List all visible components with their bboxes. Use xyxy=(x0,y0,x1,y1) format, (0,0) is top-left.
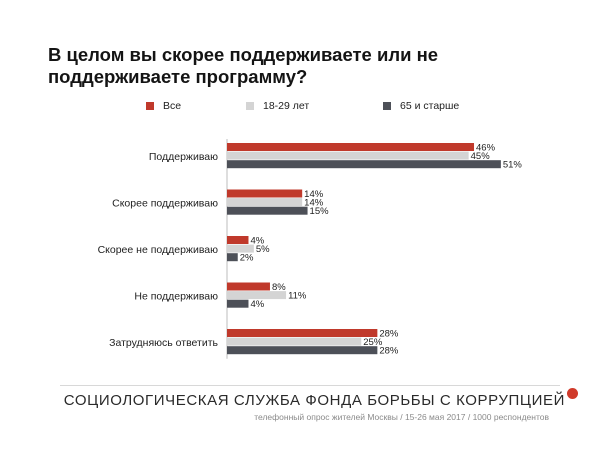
legend-swatch-65-plus xyxy=(383,102,391,110)
data-label: 5% xyxy=(256,244,270,255)
footer-divider xyxy=(60,385,560,386)
category-label: Скорее поддерживаю xyxy=(112,197,218,209)
bar-затрудняюсь-ответить-1 xyxy=(227,337,362,346)
bar-не-поддерживаю-0 xyxy=(227,282,270,291)
data-label: 8% xyxy=(272,282,286,293)
data-label: 25% xyxy=(363,337,383,348)
data-label: 4% xyxy=(250,299,264,310)
data-label: 45% xyxy=(471,151,491,162)
data-label: 14% xyxy=(304,189,324,200)
legend-swatch-all xyxy=(146,102,154,110)
bar-скорее-поддерживаю-0 xyxy=(227,189,303,198)
bar-chart: Поддерживаю 46%45% 51% Скорее поддерживаю 14… xyxy=(98,139,523,359)
data-label: 46% xyxy=(476,142,496,153)
bar-поддерживаю-1 xyxy=(227,151,469,160)
bar-скорее-не-поддерживаю-0 xyxy=(227,236,249,244)
bar-затрудняюсь-ответить-2 xyxy=(227,346,378,355)
category-label: Поддерживаю xyxy=(149,151,218,163)
footer-dot xyxy=(567,388,578,399)
bar-скорее-не-поддерживаю-1 xyxy=(227,244,254,253)
data-label: 2% xyxy=(240,253,254,264)
bar-поддерживаю-2 xyxy=(227,160,501,169)
data-label: 14% xyxy=(304,198,324,209)
bar-не-поддерживаю-1 xyxy=(227,291,287,300)
data-label: 51% xyxy=(503,160,523,171)
chart-title: В целом вы скорее поддерживаете или не п… xyxy=(48,44,439,87)
category-label: Скорее не поддерживаю xyxy=(98,244,219,256)
data-label: 28% xyxy=(379,346,399,357)
legend-item-18-29: 18-29 лет xyxy=(246,100,309,112)
data-label: 28% xyxy=(379,328,399,339)
data-label: 11% xyxy=(288,291,307,302)
data-label: 15% xyxy=(310,206,330,217)
legend-label-all: Все xyxy=(163,100,182,112)
bar-затрудняюсь-ответить-0 xyxy=(227,329,378,337)
legend-label-18-29: 18-29 лет xyxy=(263,100,310,112)
bar-не-поддерживаю-2 xyxy=(227,299,249,308)
data-label: 4% xyxy=(250,235,264,246)
bar-скорее-не-поддерживаю-2 xyxy=(227,253,238,262)
category-label: Затрудняюсь ответить xyxy=(109,337,218,349)
category-label: Не поддерживаю xyxy=(134,290,218,302)
footer-survey-note: телефонный опрос жителей Москвы / 15-26 … xyxy=(254,412,549,422)
bar-скорее-поддерживаю-2 xyxy=(227,206,308,215)
footer-org-title: СОЦИОЛОГИЧЕСКАЯ СЛУЖБА ФОНДА БОРЬБЫ С КО… xyxy=(63,392,565,409)
bar-скорее-поддерживаю-1 xyxy=(227,198,303,207)
bar-поддерживаю-0 xyxy=(227,143,475,151)
legend-label-65-plus: 65 и старше xyxy=(400,100,460,112)
legend-item-65-plus: 65 и старше xyxy=(383,100,459,112)
legend: Все 18-29 лет 65 и старше xyxy=(0,100,600,114)
legend-swatch-18-29 xyxy=(246,102,254,110)
legend-item-all: Все xyxy=(146,100,181,112)
